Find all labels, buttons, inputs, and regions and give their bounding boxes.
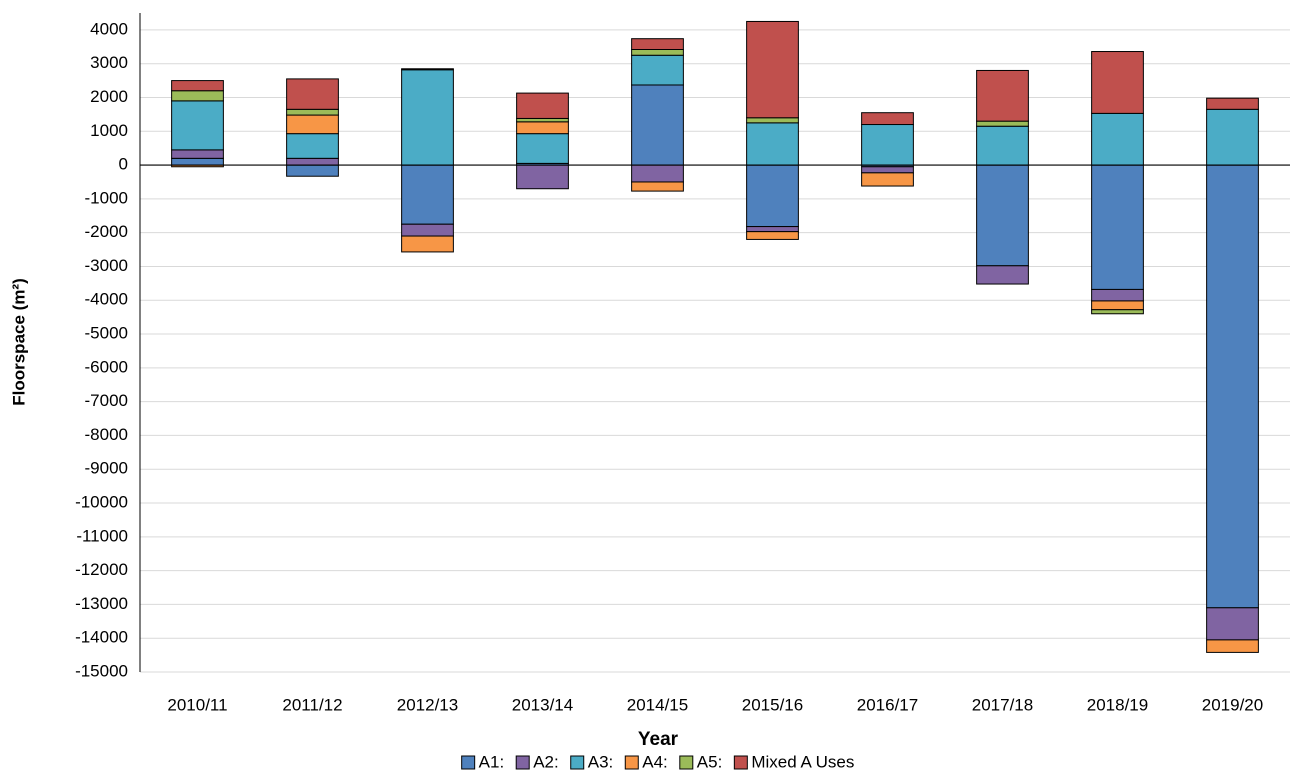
x-tick-label: 2019/20 (1202, 695, 1263, 714)
legend-label: A4: (642, 752, 668, 771)
bar-segment (286, 114, 339, 135)
y-tick-label: -12000 (75, 560, 128, 579)
bar-segment (746, 117, 799, 124)
bar-segment (631, 181, 684, 192)
x-tick-label: 2013/14 (512, 695, 573, 714)
legend-label: A3: (588, 752, 614, 771)
bar-segment (976, 120, 1029, 127)
bar-segment (631, 48, 684, 56)
y-tick-label: -10000 (75, 493, 128, 512)
legend-label: Mixed A Uses (751, 752, 854, 771)
bar-segment (516, 121, 569, 135)
y-tick-label: -9000 (85, 459, 128, 478)
bar-segment (401, 68, 454, 71)
bar-segment (631, 164, 684, 183)
legend-swatch (515, 755, 530, 770)
bar-segment (286, 108, 339, 116)
y-tick-label: -13000 (75, 594, 128, 613)
bar-segment (1091, 164, 1144, 290)
x-tick-label: 2012/13 (397, 695, 458, 714)
bar-segment (976, 164, 1029, 267)
y-tick-label: 0 (119, 155, 128, 174)
x-axis-title: Year (638, 729, 679, 750)
legend-swatch (733, 755, 748, 770)
y-tick-label: 1000 (90, 121, 128, 140)
bar-segment (631, 54, 684, 86)
bar-segment (1091, 309, 1144, 315)
bar-segment (401, 164, 454, 225)
x-tick-label: 2010/11 (167, 695, 227, 714)
legend-swatch (624, 755, 639, 770)
bar-segment (746, 164, 799, 228)
bar-segment (286, 78, 339, 110)
bar-segment (746, 20, 799, 119)
bar-segment (1091, 300, 1144, 311)
bar-segment (1206, 97, 1259, 110)
bar-segment (976, 265, 1029, 285)
bar-segment (401, 223, 454, 237)
y-tick-label: -15000 (75, 661, 128, 680)
y-tick-label: -5000 (85, 324, 128, 343)
bar-segment (976, 125, 1029, 166)
bar-segment (171, 149, 224, 159)
bar-segment (171, 80, 224, 92)
bar-segment (746, 231, 799, 240)
legend-swatch (461, 755, 476, 770)
y-tick-label: -8000 (85, 425, 128, 444)
y-tick-label: -6000 (85, 357, 128, 376)
y-tick-label: 2000 (90, 87, 128, 106)
bar-segment (171, 157, 224, 166)
bar-segment (286, 164, 339, 177)
y-tick-label: 4000 (90, 19, 128, 38)
y-tick-label: -2000 (85, 222, 128, 241)
bar-segment (861, 172, 914, 187)
y-tick-label: -11000 (76, 526, 128, 545)
y-tick-label: -7000 (85, 391, 128, 410)
bar-segment (286, 133, 339, 159)
bar-segment (516, 92, 569, 119)
bar-segment (1091, 288, 1144, 302)
bar-segment (746, 122, 799, 166)
x-tick-label: 2011/12 (282, 695, 342, 714)
bar-segment (171, 100, 224, 151)
bar-segment (171, 90, 224, 102)
legend-swatch (570, 755, 585, 770)
x-tick-label: 2016/17 (857, 695, 918, 714)
y-tick-label: 3000 (90, 53, 128, 72)
y-tick-label: -1000 (85, 188, 128, 207)
bar-segment (1206, 607, 1259, 641)
bar-segment (861, 112, 914, 126)
bar-segment (631, 84, 684, 166)
bar-segment (516, 117, 569, 123)
y-axis-title: Floorspace (m²) (9, 278, 28, 406)
bar-segment (1206, 639, 1259, 653)
y-tick-label: -3000 (85, 256, 128, 275)
bar-segment (1206, 164, 1259, 609)
legend-label: A2: (533, 752, 559, 771)
x-tick-label: 2018/19 (1087, 695, 1148, 714)
bar-segment (1091, 112, 1144, 166)
bar-segment (401, 235, 454, 253)
x-tick-label: 2017/18 (972, 695, 1033, 714)
legend-swatch (679, 755, 694, 770)
bar-segment (516, 164, 569, 190)
bar-segment (1091, 51, 1144, 114)
x-tick-label: 2014/15 (627, 695, 688, 714)
x-tick-label: 2015/16 (742, 695, 803, 714)
bar-segment (861, 124, 914, 166)
bar-segment (861, 166, 914, 174)
legend-label: A5: (697, 752, 723, 771)
bar-segment (401, 69, 454, 166)
bar-segment (976, 69, 1029, 122)
bar-segment (516, 133, 569, 164)
legend-label: A1: (479, 752, 505, 771)
bar-segment (631, 38, 684, 50)
bar-segment (286, 157, 339, 166)
bar-segment (1206, 108, 1259, 166)
y-tick-label: -14000 (75, 628, 128, 647)
y-tick-label: -4000 (85, 290, 128, 309)
bar-segment (746, 226, 799, 233)
